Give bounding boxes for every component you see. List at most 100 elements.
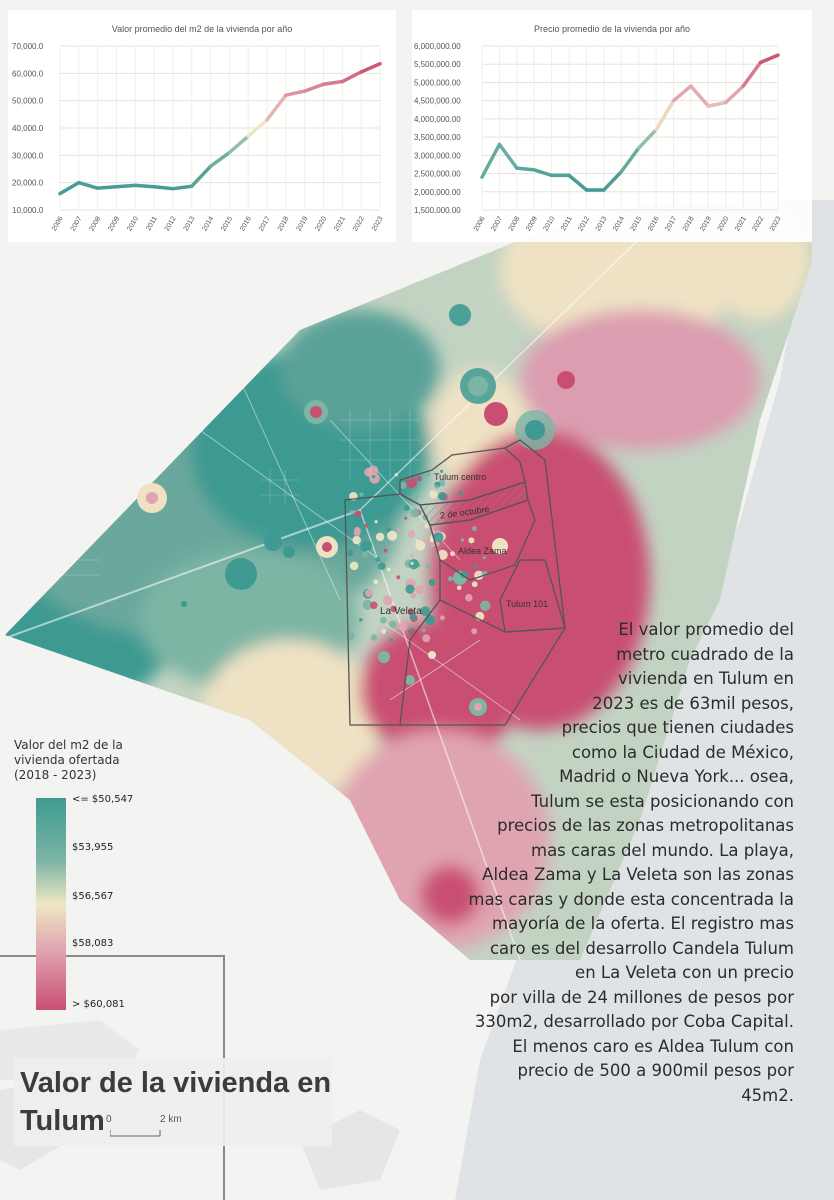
hotspots [137, 304, 575, 716]
y-tick-label: 4,500,000.00 [414, 97, 461, 106]
cluster-point [482, 555, 486, 560]
cluster-point [396, 575, 401, 580]
cluster-point [424, 471, 431, 477]
cluster-point [440, 469, 444, 473]
x-tick-label: 2013 [183, 215, 197, 232]
x-tick-label: 2017 [258, 215, 272, 232]
cluster-point [409, 613, 417, 621]
x-tick-label: 2018 [277, 215, 291, 232]
description-line: vivienda en Tulum en [618, 669, 794, 688]
cluster-point [397, 527, 402, 532]
y-tick-label: 30,000.0 [12, 151, 44, 160]
cluster-point [473, 564, 478, 569]
x-tick-label: 2022 [751, 215, 765, 232]
cluster-point [389, 638, 393, 642]
line-segment [58, 180, 81, 196]
cluster-point [460, 538, 465, 542]
description-line: 330m2, desarrollado por Coba Capital. [474, 1012, 794, 1031]
cluster-point [424, 524, 429, 529]
description-line: mayoría de la oferta. El registro mas [492, 914, 794, 933]
line-segment [284, 89, 307, 97]
cluster-point [382, 595, 393, 606]
line-segment [758, 53, 780, 65]
label-aldea-zama: Aldea Zama [458, 546, 507, 556]
cluster-point [447, 576, 453, 582]
x-tick-label: 2014 [201, 215, 215, 232]
legend-stop-0: <= $50,547 [72, 794, 134, 805]
chart-price-card: Precio promedio de la vivienda por año 6… [412, 10, 812, 242]
cluster-point [440, 615, 445, 621]
description-line: como la Ciudad de México, [571, 742, 794, 762]
x-tick-label: 2006 [51, 215, 65, 232]
line-segment [302, 82, 326, 93]
line-segment [602, 169, 624, 192]
chart-m2-title: Valor promedio del m2 de la vivienda por… [111, 24, 293, 34]
line-segment [227, 134, 250, 155]
line-segment [741, 60, 763, 88]
x-tick-label: 2007 [70, 215, 84, 232]
cluster-point [363, 523, 368, 528]
description-line: Aldea Zama y La Veleta son las zonas [482, 865, 794, 884]
scale-bar-graphic [109, 1130, 161, 1137]
cluster-point [429, 490, 438, 499]
cluster-point [403, 504, 410, 511]
x-tick-label: 2023 [371, 215, 385, 232]
cluster-point [465, 593, 473, 602]
x-tick-label: 2006 [473, 215, 487, 232]
cluster-point [349, 561, 359, 571]
y-tick-label: 40,000.0 [12, 124, 44, 133]
description-line: mas caras y donde esta concentrada la [468, 889, 794, 909]
description-line: caro es del desarrollo Candela Tulum [489, 938, 794, 958]
x-tick-label: 2017 [664, 215, 678, 232]
cluster-point [386, 567, 391, 572]
line-segment [95, 185, 119, 190]
cluster-point [405, 584, 415, 594]
description-line: mas caras del mundo. La playa, [531, 840, 794, 860]
y-tick-label: 5,000,000.00 [414, 78, 461, 87]
cluster-point [354, 526, 360, 533]
cluster-point [348, 518, 357, 527]
y-tick-label: 10,000.0 [12, 206, 44, 215]
x-tick-label: 2015 [220, 215, 234, 232]
cluster-point [359, 618, 363, 622]
cluster-point [377, 562, 386, 570]
legend-stop-2: $56,567 [72, 891, 114, 902]
cluster-point [434, 485, 439, 489]
x-tick-label: 2015 [630, 215, 644, 232]
cluster-point [399, 481, 407, 489]
cluster-point [352, 535, 361, 545]
scale-label-0: 0 [106, 1114, 112, 1125]
description-line: El menos caro es Aldea Tulum con [512, 1036, 794, 1056]
line-segment [114, 183, 138, 189]
y-tick-label: 20,000.0 [12, 179, 44, 188]
cluster-point [364, 589, 373, 597]
x-tick-label: 2019 [296, 215, 310, 232]
cluster-point [349, 509, 354, 514]
x-tick-label: 2016 [239, 215, 253, 232]
cluster-point [380, 554, 388, 563]
x-tick-label: 2007 [490, 215, 504, 232]
cluster-point [411, 493, 419, 500]
x-tick-label: 2014 [612, 215, 626, 232]
x-tick-label: 2020 [717, 215, 731, 232]
cluster-point [456, 585, 462, 591]
x-tick-label: 2008 [89, 215, 103, 232]
cluster-point [471, 628, 478, 635]
description-line: 45m2. [741, 1085, 794, 1105]
line-segment [619, 146, 641, 174]
cluster-point [425, 564, 430, 569]
x-tick-label: 2022 [352, 215, 366, 232]
label-la-veleta: La Veleta [380, 606, 422, 617]
cluster-point [365, 504, 373, 512]
cluster-point [390, 605, 398, 613]
cluster-point [374, 520, 378, 524]
cluster-point [471, 526, 477, 532]
line-segment [340, 70, 363, 84]
y-tick-label: 2,500,000.00 [414, 170, 461, 179]
zone-la-veleta [344, 493, 441, 726]
x-tick-label: 2012 [577, 215, 591, 232]
y-tick-label: 70,000.0 [12, 42, 44, 51]
x-tick-label: 2011 [145, 215, 159, 232]
x-tick-label: 2013 [595, 215, 609, 232]
legend-color-ramp [36, 798, 66, 1010]
